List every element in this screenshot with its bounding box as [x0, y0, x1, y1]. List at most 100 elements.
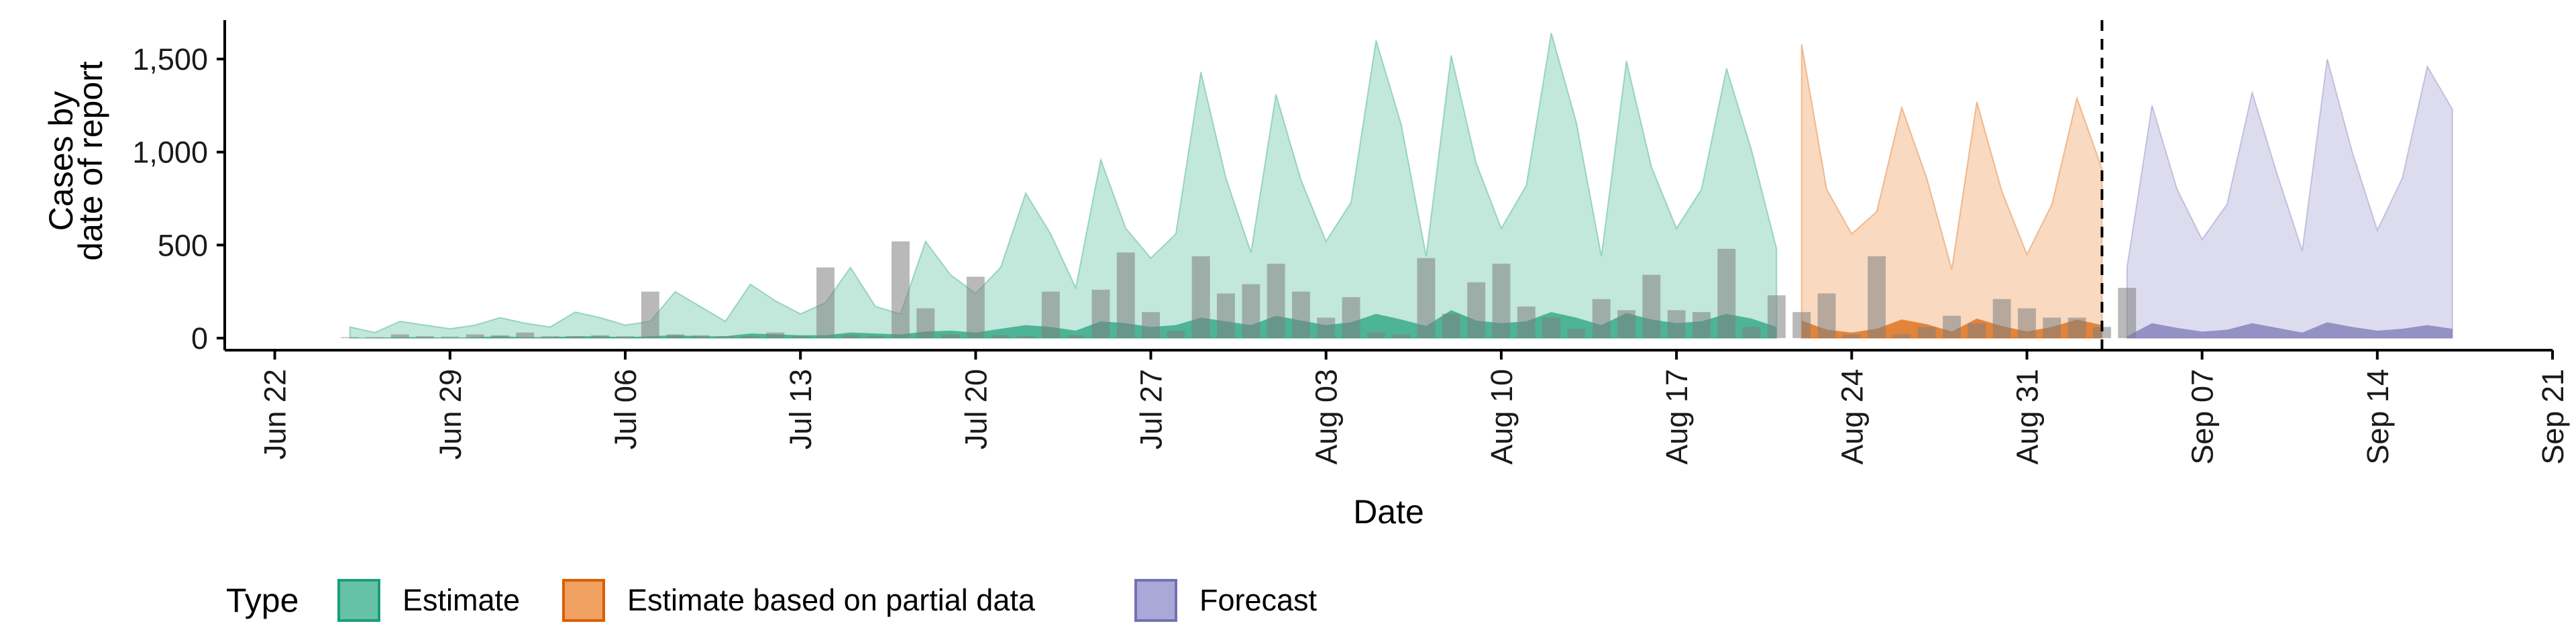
y-axis: 0 500 1,000 1,500: [132, 20, 226, 356]
reported-cases-bar: [466, 334, 484, 338]
reported-cases-bar: [1067, 335, 1085, 338]
reported-cases-bar: [1292, 291, 1310, 338]
reported-cases-bar: [1492, 264, 1511, 338]
x-tick-label: Sep 07: [2186, 369, 2220, 465]
reported-cases-bar: [1943, 315, 1961, 338]
reported-cases-bar: [1342, 297, 1360, 338]
reported-cases-bar: [866, 336, 885, 338]
reported-cases-bar: [1968, 323, 1986, 338]
reported-cases-bar: [1242, 284, 1260, 338]
y-axis-label-line2: date of report: [72, 61, 109, 261]
x-tick-label: Jul 27: [1134, 369, 1169, 449]
legend-label-partial: Estimate based on partial data: [627, 583, 1036, 617]
reported-cases-bar: [2118, 288, 2137, 338]
reported-cases-bar: [791, 336, 810, 338]
plot-area: [341, 20, 2453, 350]
series-layer: [349, 32, 2453, 339]
reported-cases-bar: [1617, 310, 1635, 338]
reported-cases-bar: [1642, 274, 1661, 338]
reported-cases-bar: [390, 334, 409, 338]
reported-cases-bar: [2093, 327, 2111, 338]
reported-cases-bar: [1467, 282, 1486, 338]
reported-cases-bar: [1767, 295, 1786, 338]
reported-cases-bar: [1667, 310, 1686, 338]
y-axis-ticks: 0 500 1,000 1,500: [132, 42, 225, 356]
reported-cases-bar: [1267, 264, 1285, 338]
x-tick-label: Sep 21: [2536, 369, 2570, 465]
reported-cases-bar: [491, 335, 509, 338]
y-tick-label: 500: [158, 228, 208, 262]
reported-cases-bar: [1417, 258, 1436, 338]
reported-cases-bar: [1016, 336, 1035, 338]
reported-cases-bar: [766, 332, 785, 338]
x-axis-ticks: Jun 22 Jun 29 Jul 06 Jul 13 Jul 20 Jul 27 Aug …: [258, 350, 2570, 465]
legend-swatch-partial: [562, 579, 605, 622]
reported-cases-bar: [1142, 312, 1160, 338]
y-tick-label: 1,500: [132, 42, 208, 76]
reported-cases-bar: [816, 267, 835, 338]
y-axis-label-line1: Cases by: [42, 91, 80, 231]
reported-cases-bar: [541, 336, 559, 338]
reported-cases-bar: [666, 334, 685, 338]
reported-cases-bar: [2068, 317, 2086, 338]
x-tick-label: Aug 03: [1309, 369, 1344, 465]
reported-cases-bar: [916, 308, 935, 338]
reported-cases-bars: [341, 241, 2137, 338]
reported-cases-bar: [1091, 289, 1110, 338]
series-1-upper-band: [1801, 44, 2103, 339]
x-tick-label: Aug 17: [1660, 369, 1694, 465]
legend-swatch-estimate: [337, 579, 380, 622]
reported-cases-bar: [1116, 252, 1135, 338]
reported-cases-bar: [966, 276, 985, 338]
reported-cases-bar: [641, 291, 659, 338]
reported-cases-bar: [1693, 312, 1711, 338]
reported-cases-bar: [1041, 291, 1060, 338]
series-0-upper-band: [349, 32, 1778, 339]
legend-swatch-forecast: [1134, 579, 1177, 622]
reported-cases-bar: [1717, 248, 1736, 338]
x-tick-label: Aug 31: [2010, 369, 2045, 465]
reported-cases-bar: [341, 337, 359, 338]
x-axis-label: Date: [1353, 493, 1424, 531]
reported-cases-bar: [741, 336, 759, 338]
x-axis: Jun 22 Jun 29 Jul 06 Jul 13 Jul 20 Jul 27 Aug …: [225, 349, 2570, 465]
reported-cases-bar: [1892, 334, 1911, 338]
series-2-upper-band: [2126, 58, 2453, 339]
reported-cases-bar: [991, 335, 1010, 338]
reported-cases-bar: [841, 335, 860, 338]
x-tick-label: Jul 20: [959, 369, 993, 449]
reported-cases-bar: [616, 336, 635, 338]
reported-cases-bar: [1217, 293, 1235, 338]
reported-cases-bar: [2018, 308, 2036, 338]
reported-cases-bar: [1517, 306, 1536, 338]
x-tick-label: Jun 22: [258, 369, 292, 460]
reported-cases-bar: [1442, 313, 1460, 338]
reported-cases-bar: [1317, 317, 1336, 338]
reported-cases-bar: [1917, 327, 1936, 338]
reported-cases-bar: [716, 336, 735, 338]
reported-cases-bar: [591, 335, 610, 338]
reported-cases-bar: [416, 336, 434, 338]
reported-cases-bar: [1392, 334, 1411, 338]
x-tick-label: Aug 24: [1835, 369, 1869, 465]
reported-cases-bar: [941, 334, 960, 338]
reported-cases-bar: [441, 336, 460, 338]
x-tick-label: Sep 14: [2361, 369, 2395, 465]
x-tick-label: Jul 13: [784, 369, 818, 449]
x-tick-label: Aug 10: [1485, 369, 1519, 465]
reported-cases-bar: [516, 332, 535, 338]
legend: Type Estimate Estimate based on partial …: [226, 579, 1318, 622]
reported-cases-bar: [1567, 329, 1586, 338]
legend-label-estimate: Estimate: [402, 583, 520, 617]
reported-cases-bar: [1992, 299, 2011, 338]
reported-cases-bar: [1592, 299, 1611, 338]
reported-cases-bar: [892, 241, 910, 338]
legend-label-forecast: Forecast: [1199, 583, 1318, 617]
legend-title: Type: [226, 582, 299, 619]
x-tick-label: Jun 29: [433, 369, 468, 460]
y-tick-label: 0: [191, 321, 208, 356]
reported-cases-bar: [2043, 317, 2061, 338]
reported-cases-bar: [1191, 256, 1210, 338]
y-tick-label: 1,000: [132, 136, 208, 170]
